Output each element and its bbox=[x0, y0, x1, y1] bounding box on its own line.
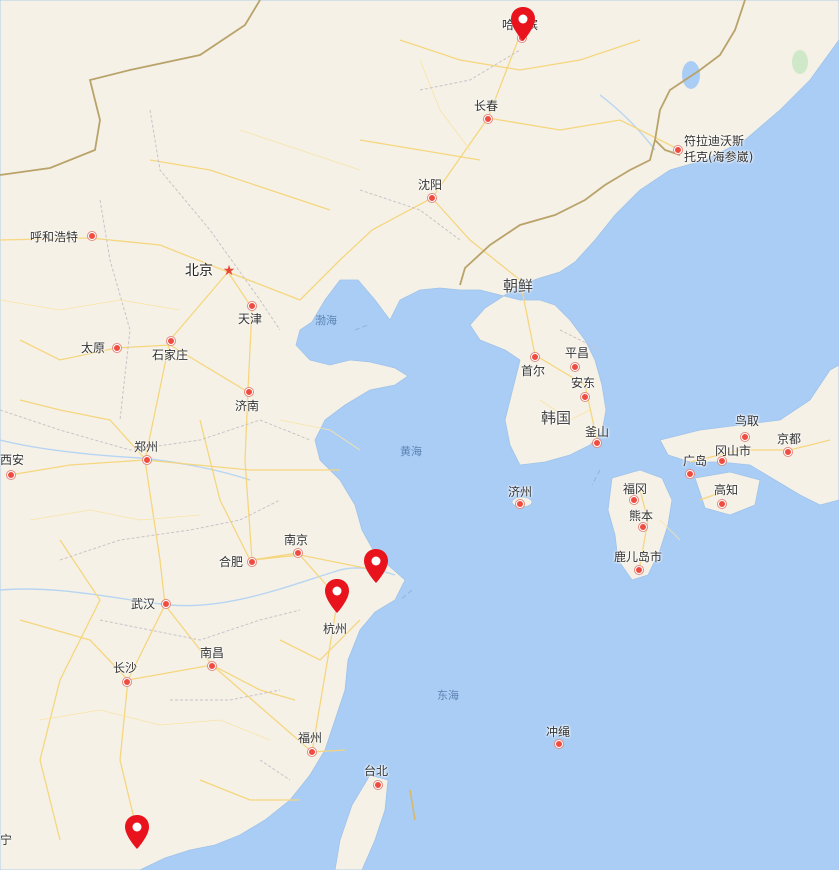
city-label-andong: 安东 bbox=[571, 376, 596, 390]
location-marker-harbin[interactable] bbox=[510, 6, 536, 42]
city-dot-pyongchang bbox=[571, 363, 579, 371]
city-label-nanjing: 南京 bbox=[284, 533, 309, 547]
city-dot-busan bbox=[593, 439, 601, 447]
city-dot-shijiazhuang bbox=[167, 337, 175, 345]
city-dot-hohhot bbox=[88, 232, 96, 240]
city-dot-nanjing bbox=[294, 549, 302, 557]
sea-label-yellow: 黄海 bbox=[400, 445, 422, 458]
city-dot-okayama bbox=[718, 457, 726, 465]
city-label-hefei: 合肥 bbox=[219, 555, 244, 569]
city-dot-kumamoto bbox=[639, 523, 647, 531]
city-label-jinan: 济南 bbox=[235, 399, 260, 413]
city-dot-hiroshima bbox=[686, 470, 694, 478]
sea-label-bohai: 渤海 bbox=[315, 314, 337, 327]
city-dot-jeju bbox=[516, 500, 524, 508]
city-label-wuhan: 武汉 bbox=[131, 597, 156, 611]
city-dot-hefei bbox=[248, 558, 256, 566]
capital-star-icon: ★ bbox=[222, 263, 236, 279]
city-label-okayama: 冈山市 bbox=[715, 444, 752, 458]
city-dot-changsha bbox=[123, 678, 131, 686]
location-marker-shanghai[interactable] bbox=[363, 548, 389, 584]
city-label-kumamoto: 熊本 bbox=[629, 509, 654, 523]
city-label-taipei: 台北 bbox=[364, 764, 389, 778]
country-label-north-korea: 朝鲜 bbox=[503, 277, 534, 295]
city-label-fuzhou: 福州 bbox=[298, 731, 323, 745]
city-label-taiyuan: 太原 bbox=[81, 341, 106, 355]
city-label-xian: 西安 bbox=[0, 453, 25, 467]
park-area bbox=[792, 50, 808, 74]
city-label-changsha: 长沙 bbox=[113, 661, 138, 675]
city-dot-zhengzhou bbox=[143, 456, 151, 464]
city-label-kochi: 高知 bbox=[714, 483, 739, 497]
city-dot-nanchang bbox=[208, 662, 216, 670]
city-dot-fukuoka bbox=[630, 496, 638, 504]
city-dot-andong bbox=[581, 393, 589, 401]
city-dot-changchun bbox=[484, 115, 492, 123]
city-label-changchun: 长春 bbox=[474, 99, 499, 113]
city-dot-kagoshima bbox=[635, 566, 643, 574]
boundary-tick bbox=[409, 789, 416, 821]
taiwan-island bbox=[334, 774, 389, 870]
city-dot-taipei bbox=[374, 781, 382, 789]
city-dot-seoul bbox=[531, 353, 539, 361]
city-label-pyongchang: 平昌 bbox=[565, 346, 590, 360]
minor-roads bbox=[0, 59, 681, 741]
city-label-beijing: 北京 bbox=[185, 263, 213, 279]
city-dot-tottori bbox=[741, 433, 749, 441]
city-label-busan: 釜山 bbox=[585, 425, 610, 439]
city-dot-kyoto bbox=[784, 448, 792, 456]
city-label-edge-partial: 宁 bbox=[0, 833, 13, 847]
city-dot-tianjin bbox=[248, 302, 256, 310]
city-dot-vladivostok bbox=[674, 146, 682, 154]
japan-honshu bbox=[659, 364, 839, 506]
city-dot-xian bbox=[7, 471, 15, 479]
province-borders bbox=[0, 49, 601, 781]
city-label-shijiazhuang: 石家庄 bbox=[152, 348, 189, 362]
rivers bbox=[0, 94, 656, 607]
city-label-vladivostok-line1: 符拉迪沃斯 bbox=[684, 134, 745, 148]
city-dot-fuzhou bbox=[308, 748, 316, 756]
city-label-tottori: 鸟取 bbox=[735, 414, 760, 428]
city-dot-jinan bbox=[245, 388, 253, 396]
city-label-jeju: 济州 bbox=[508, 485, 533, 499]
city-label-hiroshima: 广岛 bbox=[683, 454, 708, 468]
city-label-fukuoka: 福冈 bbox=[623, 482, 648, 496]
city-label-tianjin: 天津 bbox=[238, 312, 263, 326]
city-label-hangzhou: 杭州 bbox=[323, 622, 348, 636]
city-dot-shenyang bbox=[428, 194, 436, 202]
location-marker-guangzhou[interactable] bbox=[124, 814, 150, 850]
location-marker-hangzhou[interactable] bbox=[324, 578, 350, 614]
city-label-kyoto: 京都 bbox=[777, 432, 802, 446]
japan-shikoku bbox=[694, 471, 761, 516]
city-label-kagoshima: 鹿儿岛市 bbox=[614, 550, 663, 564]
city-dot-okinawa bbox=[555, 740, 563, 748]
sea-label-east: 东海 bbox=[437, 689, 459, 702]
city-label-hohhot: 呼和浩特 bbox=[30, 230, 79, 244]
city-label-shenyang: 沈阳 bbox=[418, 178, 443, 192]
city-label-seoul: 首尔 bbox=[521, 364, 546, 378]
city-dot-kochi bbox=[718, 500, 726, 508]
country-label-south-korea: 韩国 bbox=[541, 409, 572, 427]
city-label-nanchang: 南昌 bbox=[200, 646, 225, 660]
maritime-boundaries bbox=[354, 324, 601, 601]
city-label-okinawa: 冲绳 bbox=[546, 725, 571, 739]
city-label-vladivostok-line2: 托克(海参崴) bbox=[684, 150, 754, 164]
city-label-zhengzhou: 郑州 bbox=[134, 440, 159, 454]
city-dot-taiyuan bbox=[113, 344, 121, 352]
city-dot-wuhan bbox=[162, 600, 170, 608]
